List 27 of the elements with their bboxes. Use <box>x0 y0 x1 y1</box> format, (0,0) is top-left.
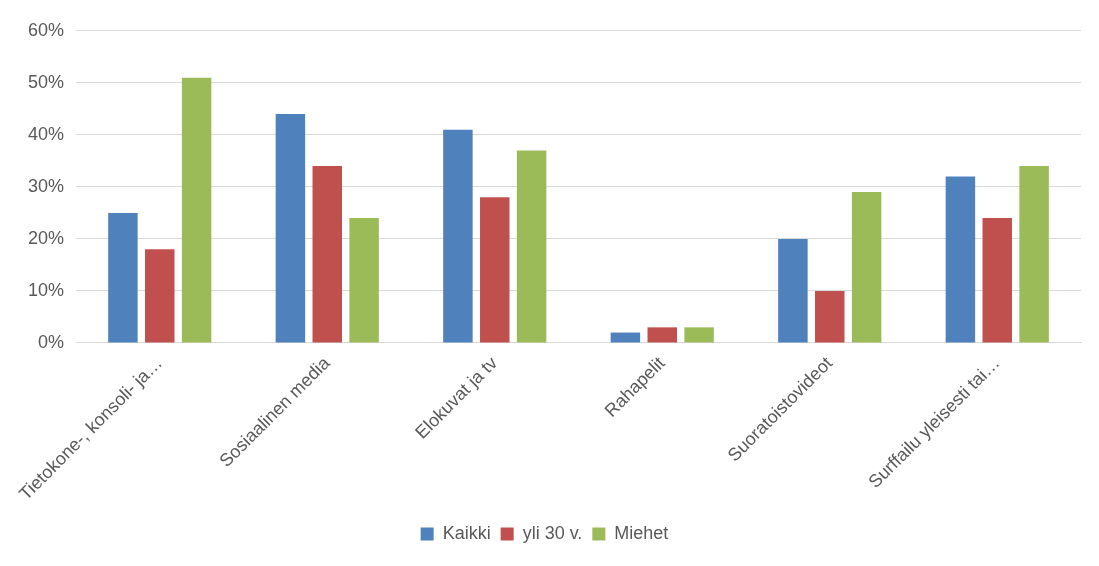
bar <box>778 238 808 343</box>
bar <box>312 166 342 343</box>
bar <box>275 114 306 343</box>
bar <box>349 218 379 343</box>
bar <box>443 129 473 343</box>
y-tick-label: 0% <box>38 331 65 352</box>
y-tick-label: 60% <box>27 19 65 40</box>
y-tick-label: 10% <box>27 279 65 300</box>
bar <box>480 197 510 343</box>
bar <box>851 192 882 343</box>
bar <box>181 77 212 343</box>
bar <box>647 327 677 343</box>
bar <box>982 218 1012 343</box>
y-tick-label: 50% <box>27 71 65 92</box>
legend-label: Miehet <box>614 522 669 543</box>
bar <box>108 212 138 343</box>
bar <box>145 249 175 343</box>
bar <box>1019 166 1049 343</box>
bar <box>684 327 714 343</box>
y-tick-label: 20% <box>27 227 65 248</box>
legend-label: Kaikki <box>442 522 491 543</box>
y-tick-label: 40% <box>27 123 65 144</box>
bar <box>815 290 845 343</box>
legend-label: yli 30 v. <box>522 522 583 543</box>
y-tick-label: 30% <box>27 175 65 196</box>
bar <box>945 176 976 343</box>
bar <box>516 150 547 343</box>
